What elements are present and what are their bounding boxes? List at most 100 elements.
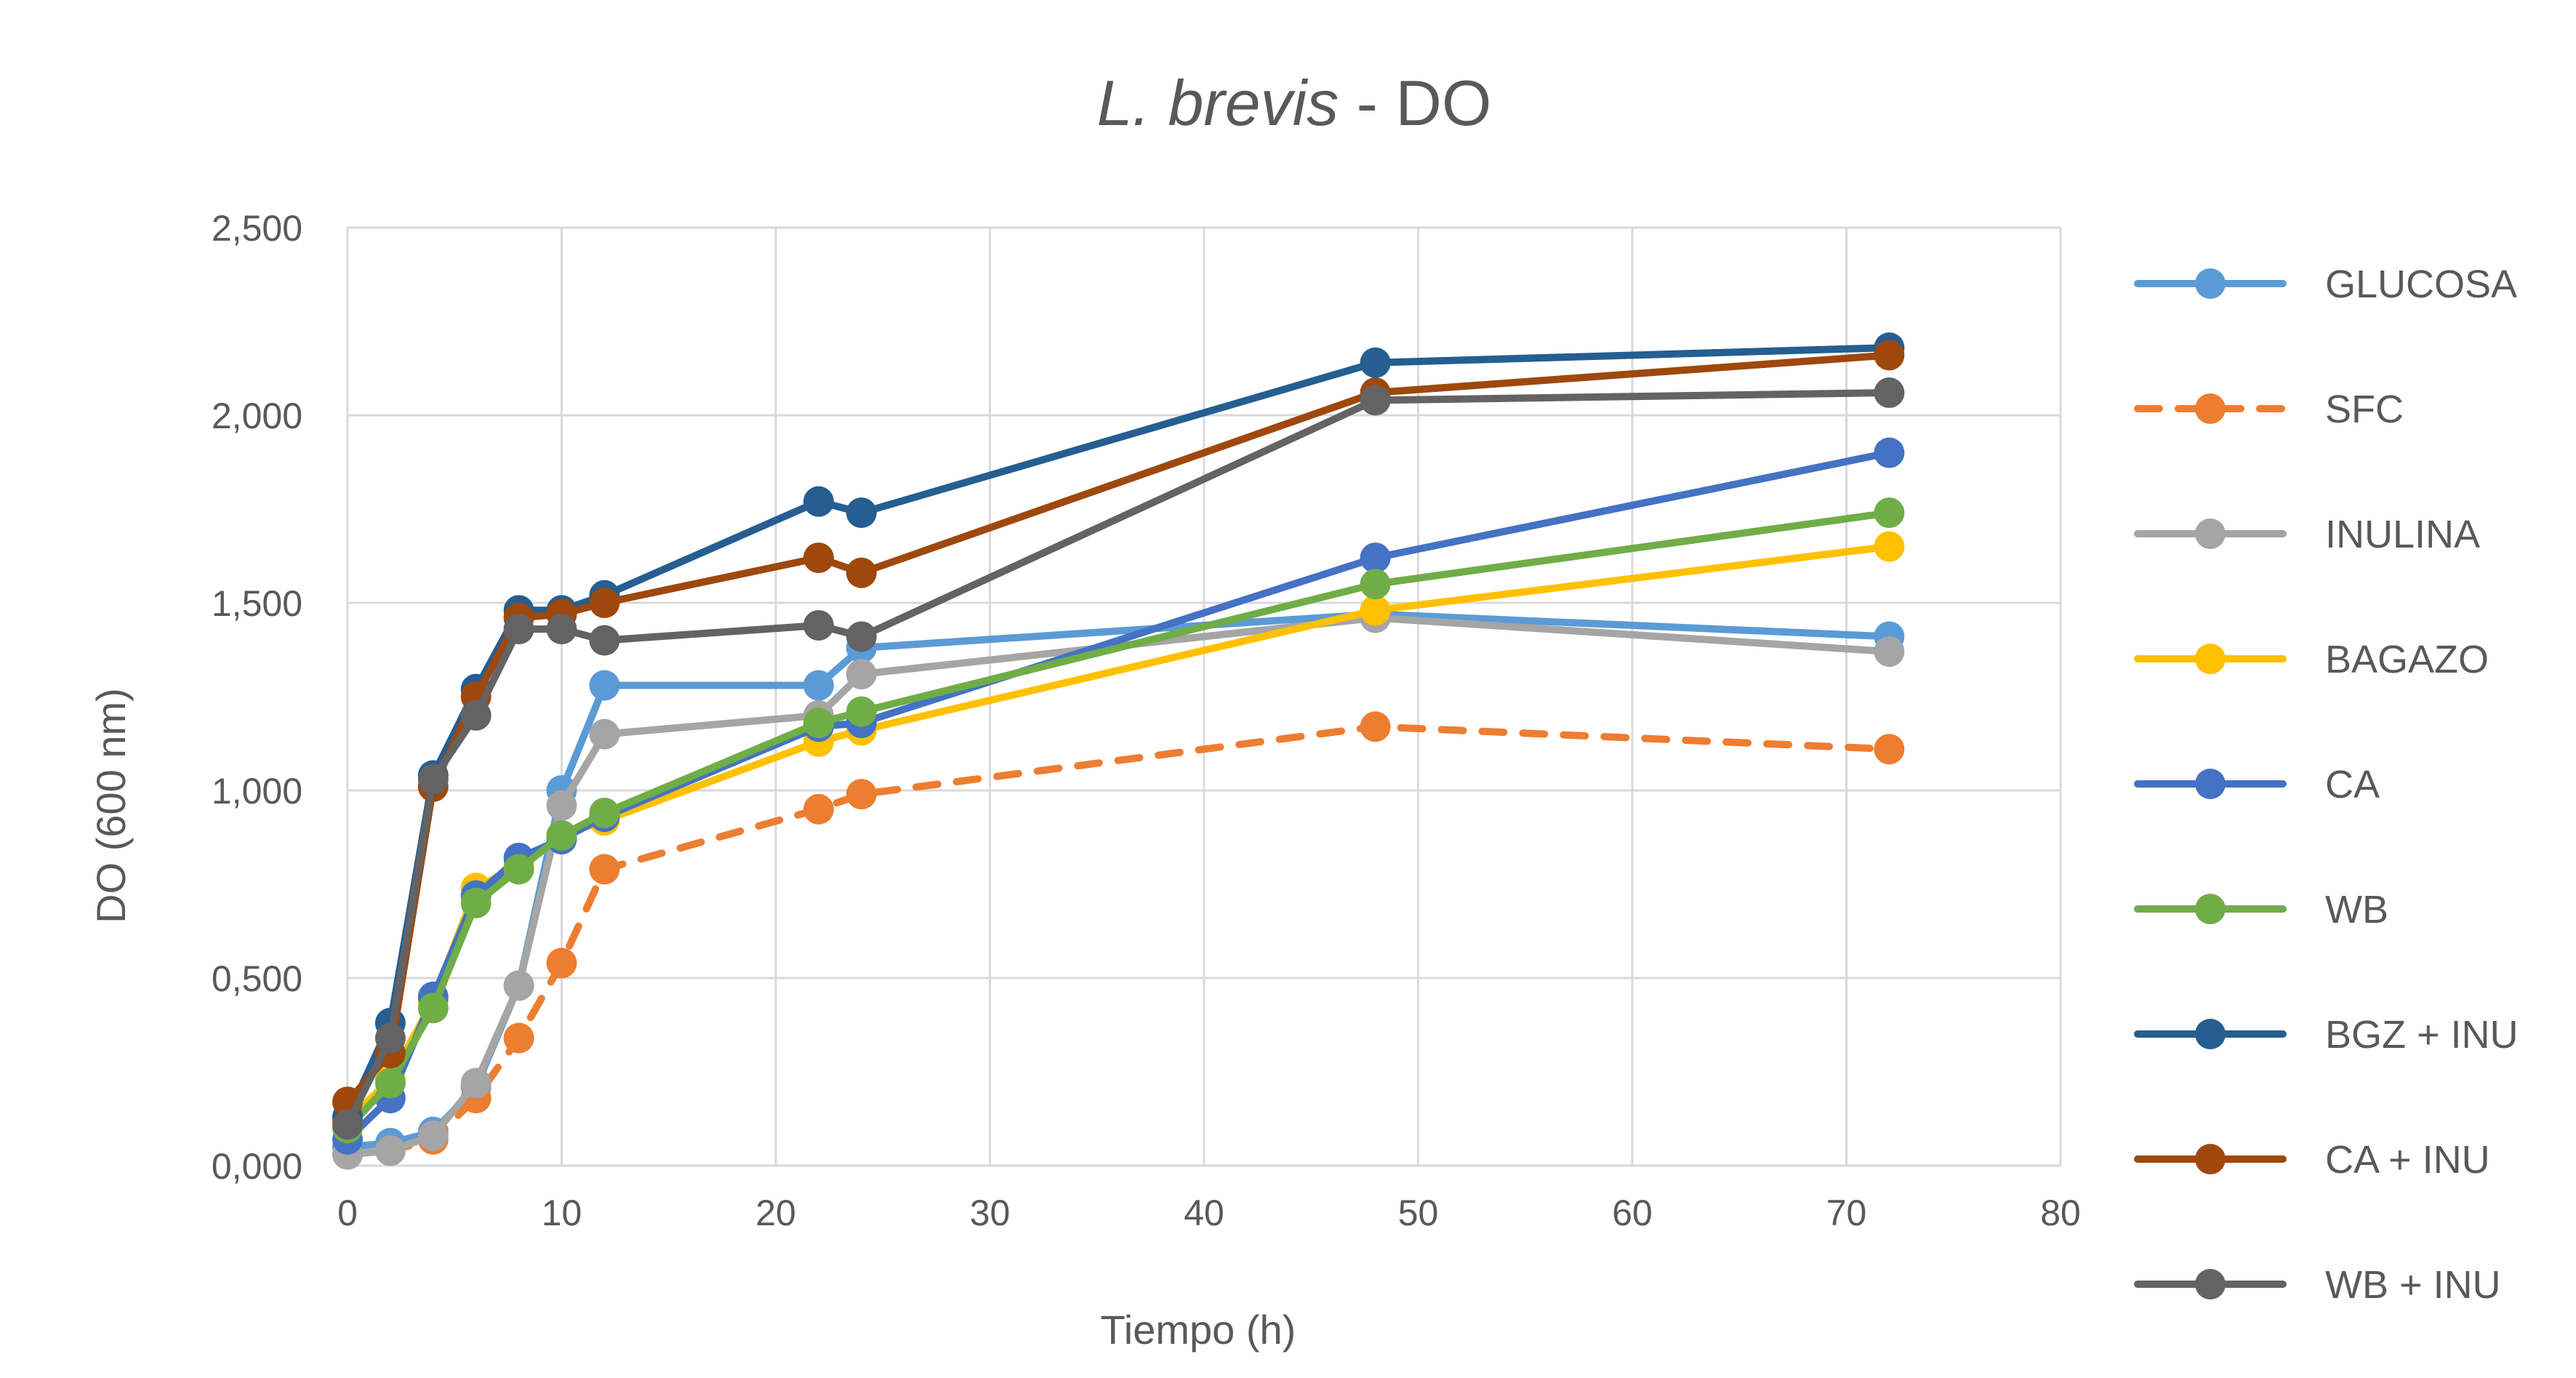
legend-item-sfc: SFC — [2134, 388, 2404, 431]
data-point-inulina — [374, 1135, 406, 1166]
y-tick-label: 2,500 — [212, 208, 302, 249]
data-point-sfc — [803, 793, 834, 825]
legend-swatch-marker — [2195, 518, 2226, 549]
x-axis-title: Tiempo (h) — [1101, 1307, 1296, 1353]
x-tick-label: 40 — [1184, 1193, 1224, 1233]
data-point-wb-inu — [803, 609, 834, 641]
y-tick-label: 1,000 — [212, 771, 302, 812]
legend-item-ca-inu: CA + INU — [2134, 1138, 2490, 1182]
data-point-wb-inu — [503, 614, 534, 645]
series-line-bgz-inu — [344, 344, 1893, 1121]
series-wb — [332, 497, 1905, 1144]
data-point-wb-inu — [332, 1109, 363, 1140]
data-point-wb-inu — [417, 764, 449, 795]
data-point-glucosa — [803, 670, 834, 701]
series-line-inulina — [344, 614, 1893, 1158]
series-bgz-inu — [332, 332, 1905, 1132]
data-point-wb — [546, 820, 577, 851]
data-point-sfc — [503, 1022, 534, 1054]
data-point-bgz-inu — [803, 486, 834, 517]
legend-label: BGZ + INU — [2325, 1013, 2519, 1057]
data-point-wb — [417, 993, 449, 1024]
data-point-bagazo — [1360, 595, 1391, 626]
legend-item-ca: CA — [2134, 763, 2380, 806]
data-point-wb — [460, 887, 491, 918]
x-tick-label: 50 — [1398, 1193, 1439, 1233]
data-point-wb-inu — [1874, 377, 1905, 409]
data-point-inulina — [1874, 636, 1905, 668]
data-point-sfc — [546, 948, 577, 979]
data-point-wb — [803, 708, 834, 739]
data-point-sfc — [1874, 734, 1905, 765]
data-point-inulina — [503, 970, 534, 1001]
x-tick-label: 0 — [337, 1193, 358, 1233]
y-tick-label: 0,000 — [212, 1146, 302, 1187]
data-point-ca — [1360, 542, 1391, 574]
data-point-bagazo — [1874, 531, 1905, 562]
data-point-ca-inu — [803, 542, 834, 574]
series-glucosa — [332, 598, 1905, 1163]
x-tick-label: 70 — [1826, 1193, 1867, 1233]
data-point-ca-inu — [1874, 340, 1905, 371]
series-line-ca — [344, 449, 1893, 1143]
chart-title: L. brevis - DO — [1097, 67, 1492, 139]
data-point-wb — [589, 797, 620, 828]
data-point-wb — [846, 696, 877, 727]
legend-label: WB + INU — [2325, 1263, 2501, 1307]
legend-swatch-marker — [2195, 268, 2226, 299]
data-point-wb-inu — [846, 621, 877, 652]
x-tick-label: 10 — [542, 1193, 582, 1233]
legend-swatch-marker — [2195, 894, 2226, 924]
data-point-inulina — [546, 790, 577, 821]
chart-title-rest: - DO — [1339, 67, 1491, 139]
legend: GLUCOSA SFC INULINA BAGAZO CA WB BGZ + INU CA +… — [2134, 263, 2519, 1307]
legend-label: CA — [2325, 763, 2380, 806]
legend-item-glucosa: GLUCOSA — [2134, 263, 2517, 306]
data-point-sfc — [589, 854, 620, 885]
data-point-inulina — [589, 718, 620, 750]
legend-swatch-marker — [2195, 1144, 2226, 1174]
legend-swatch-marker — [2195, 769, 2226, 799]
legend-swatch-marker — [2195, 644, 2226, 674]
legend-item-inulina: INULINA — [2134, 513, 2480, 556]
legend-swatch-marker — [2195, 1019, 2226, 1049]
legend-label: CA + INU — [2325, 1138, 2490, 1182]
data-point-ca-inu — [846, 557, 877, 588]
series-line-glucosa — [344, 610, 1893, 1151]
data-point-bgz-inu — [846, 497, 877, 529]
series-inulina — [332, 602, 1905, 1170]
y-tick-label: 0,500 — [212, 958, 302, 999]
data-point-glucosa — [589, 670, 620, 701]
x-tick-label: 80 — [2040, 1193, 2081, 1233]
data-point-ca — [1874, 437, 1905, 468]
data-point-inulina — [846, 659, 877, 690]
x-tick-label: 60 — [1612, 1193, 1653, 1233]
axes: 0,000 0,500 1,000 1,500 2,000 2,500 0 10 20 30 40 5… — [212, 208, 2081, 1233]
series-wb-inu — [332, 377, 1905, 1140]
legend-label: WB — [2325, 888, 2388, 932]
y-tick-label: 1,500 — [212, 583, 302, 624]
legend-label: INULINA — [2325, 513, 2480, 556]
series-lines — [332, 332, 1905, 1170]
data-point-wb — [374, 1067, 406, 1099]
data-point-wb-inu — [1360, 385, 1391, 416]
x-tick-label: 30 — [970, 1193, 1011, 1233]
y-axis-title: DO (600 nm) — [88, 688, 134, 924]
legend-label: SFC — [2325, 388, 2404, 431]
legend-label: GLUCOSA — [2325, 263, 2517, 306]
data-point-bgz-inu — [1360, 347, 1391, 378]
chart-title-italic: L. brevis — [1097, 67, 1339, 139]
data-point-wb — [503, 854, 534, 885]
data-point-wb-inu — [589, 625, 620, 656]
legend-label: BAGAZO — [2325, 638, 2489, 681]
legend-swatch-marker — [2195, 1269, 2226, 1299]
data-point-wb-inu — [374, 1022, 406, 1054]
legend-swatch-marker — [2195, 393, 2226, 424]
legend-item-bgz-inu: BGZ + INU — [2134, 1013, 2519, 1057]
data-point-sfc — [846, 779, 877, 810]
data-point-ca-inu — [589, 588, 620, 618]
legend-item-wb-inu: WB + INU — [2134, 1263, 2501, 1307]
data-point-sfc — [1360, 711, 1391, 742]
